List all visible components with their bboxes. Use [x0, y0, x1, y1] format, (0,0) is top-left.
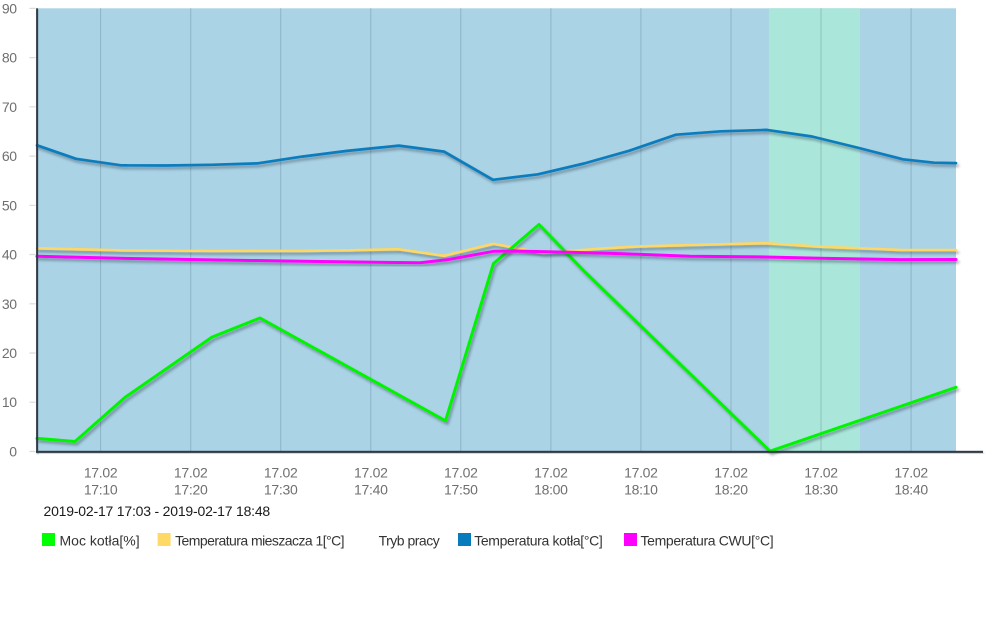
svg-text:17:50: 17:50	[444, 482, 478, 498]
svg-text:17.02: 17.02	[264, 465, 298, 481]
svg-text:30: 30	[2, 296, 17, 312]
svg-text:17.02: 17.02	[804, 465, 838, 481]
svg-text:10: 10	[2, 394, 17, 410]
svg-text:17:10: 17:10	[84, 482, 118, 498]
svg-text:20: 20	[2, 345, 17, 361]
svg-text:Moc kotła[%]: Moc kotła[%]	[60, 533, 140, 549]
svg-text:18:30: 18:30	[804, 482, 838, 498]
svg-text:17.02: 17.02	[534, 465, 568, 481]
svg-text:2019-02-17 17:03 - 2019-02-17: 2019-02-17 17:03 - 2019-02-17 18:48	[44, 503, 271, 519]
svg-text:40: 40	[2, 247, 17, 263]
svg-text:17.02: 17.02	[624, 465, 658, 481]
svg-text:17.02: 17.02	[84, 465, 118, 481]
svg-text:17.02: 17.02	[894, 465, 928, 481]
svg-text:17:30: 17:30	[264, 482, 298, 498]
svg-text:70: 70	[2, 99, 17, 115]
svg-text:17.02: 17.02	[714, 465, 748, 481]
svg-text:17.02: 17.02	[174, 465, 208, 481]
svg-text:Temperatura mieszacza 1[°C]: Temperatura mieszacza 1[°C]	[175, 533, 344, 549]
svg-text:Temperatura kotła[°C]: Temperatura kotła[°C]	[474, 533, 602, 549]
svg-text:17.02: 17.02	[444, 465, 478, 481]
svg-text:18:20: 18:20	[714, 482, 748, 498]
svg-text:18:10: 18:10	[624, 482, 658, 498]
svg-text:60: 60	[2, 148, 17, 164]
svg-text:Temperatura CWU[°C]: Temperatura CWU[°C]	[641, 533, 774, 549]
svg-text:17.02: 17.02	[354, 465, 388, 481]
svg-text:17:20: 17:20	[174, 482, 208, 498]
svg-text:18:40: 18:40	[894, 482, 928, 498]
svg-text:18:00: 18:00	[534, 482, 568, 498]
svg-text:90: 90	[2, 0, 17, 16]
svg-text:80: 80	[2, 50, 17, 66]
svg-text:Tryb pracy: Tryb pracy	[379, 533, 440, 549]
svg-text:0: 0	[9, 444, 17, 460]
svg-text:50: 50	[2, 197, 17, 213]
svg-text:17:40: 17:40	[354, 482, 388, 498]
